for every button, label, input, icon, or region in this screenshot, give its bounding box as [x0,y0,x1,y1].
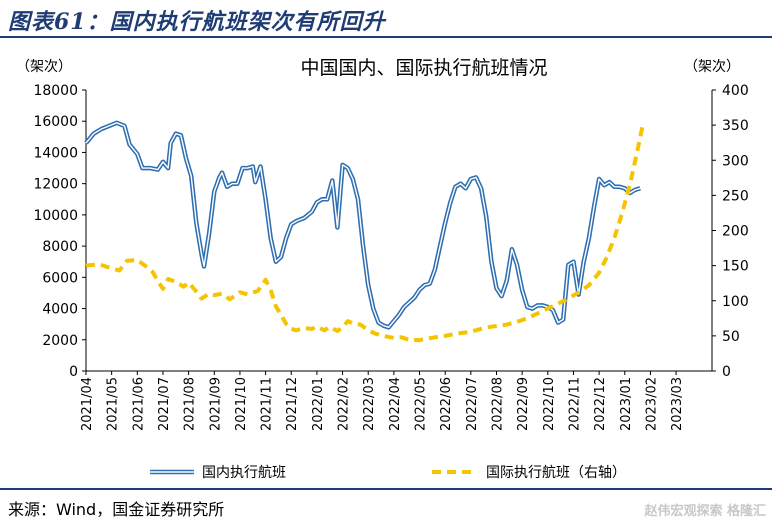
x-tick-label: 2022/12 [593,377,608,431]
flights-chart: 中国国内、国际执行航班情况 （架次） （架次） 0200040006000800… [16,57,749,481]
x-tick-label: 2021/08 [183,377,198,431]
domestic-series-line-inner [85,122,641,328]
right-tick-label: 200 [722,224,749,240]
x-axis: 2021/04 2021/05 2021/06 2021/07 2021/08 2021/… [80,370,712,431]
x-tick-label: 2023/02 [644,377,659,431]
legend-domestic-label: 国内执行航班 [202,465,286,481]
source-rule [0,488,772,490]
right-axis-unit: （架次） [684,59,740,75]
x-tick-label: 2022/05 [414,377,429,431]
x-tick-label: 2022/04 [388,377,403,431]
left-tick-label: 18000 [33,83,78,99]
x-tick-label: 2021/04 [80,377,95,431]
x-tick-label: 2021/12 [285,377,300,431]
left-tick-label: 4000 [42,302,78,318]
left-tick-label: 2000 [42,333,78,349]
x-tick-label: 2021/06 [131,377,146,431]
series-group [84,120,645,343]
right-axis: 0 50 100 150 200 250 300 350 400 [711,83,749,380]
left-tick-label: 6000 [42,270,78,286]
x-tick-label: 2021/10 [234,377,249,431]
x-tick-label: 2023/01 [619,377,634,431]
source-note: 来源：Wind，国金证券研究所 [8,500,225,519]
x-tick-label: 2021/11 [260,377,275,431]
x-tick-label: 2022/09 [516,377,531,431]
x-tick-label: 2022/10 [542,377,557,431]
figure-title: 图表61：国内执行航班架次有所回升 [8,9,386,35]
title-rule [0,36,772,38]
x-tick-label: 2022/08 [490,377,505,431]
right-tick-label: 50 [722,329,740,345]
legend: 国内执行航班 国际执行航班（右轴） [150,465,626,481]
right-tick-label: 100 [722,294,749,310]
right-tick-label: 300 [722,153,749,169]
x-tick-label: 2022/11 [567,377,582,431]
left-axis: 0 2000 4000 6000 8000 10000 12000 14000 16000 180… [33,83,87,380]
international-series-line [85,124,645,343]
x-tick-label: 2021/05 [106,377,121,431]
x-tick-label: 2023/03 [670,377,685,431]
right-tick-label: 250 [722,188,749,204]
x-tick-label: 2022/06 [439,377,454,431]
x-tick-label: 2021/09 [208,377,223,431]
left-tick-label: 10000 [33,208,78,224]
right-tick-label: 400 [722,83,749,99]
legend-international-label: 国际执行航班（右轴） [486,465,626,481]
left-tick-label: 12000 [33,177,78,193]
left-tick-label: 0 [69,364,78,380]
watermark: 赵伟宏观探索 格隆汇 [644,504,766,519]
x-tick-label: 2022/01 [311,377,326,431]
x-tick-label: 2022/03 [362,377,377,431]
left-tick-label: 8000 [42,239,78,255]
left-tick-label: 14000 [33,145,78,161]
x-tick-label: 2021/07 [157,377,172,431]
left-axis-unit: （架次） [16,59,72,75]
chart-title: 中国国内、国际执行航班情况 [300,57,547,79]
right-tick-label: 0 [722,364,731,380]
x-tick-label: 2022/07 [465,377,480,431]
right-tick-label: 350 [722,118,749,134]
x-tick-label: 2022/02 [337,377,352,431]
right-tick-label: 150 [722,259,749,275]
left-tick-label: 16000 [33,114,78,130]
